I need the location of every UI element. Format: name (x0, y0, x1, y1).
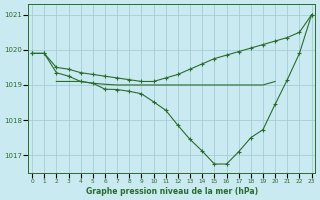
X-axis label: Graphe pression niveau de la mer (hPa): Graphe pression niveau de la mer (hPa) (86, 187, 258, 196)
